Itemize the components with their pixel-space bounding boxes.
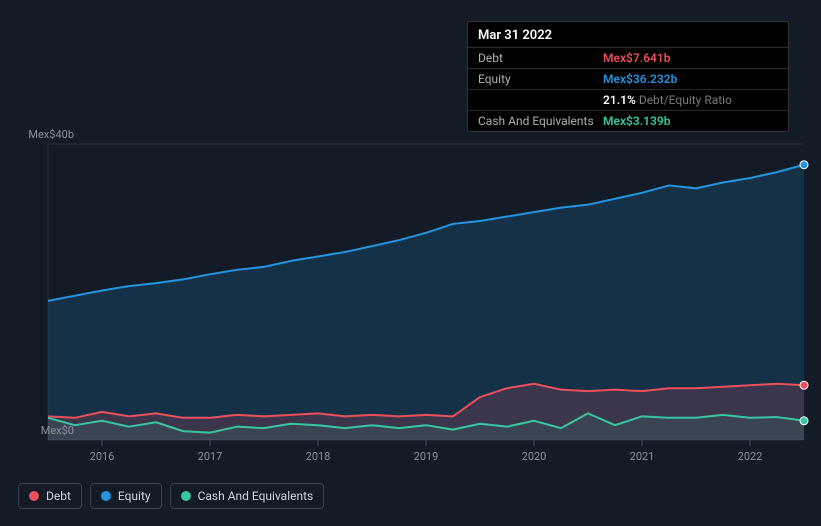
legend-item[interactable]: Debt (18, 483, 82, 509)
x-axis-tick-label: 2021 (630, 450, 655, 463)
tooltip-row: Cash And EquivalentsMex$3.139b (468, 110, 788, 131)
tooltip-row: EquityMex$36.232b (468, 68, 788, 89)
tooltip-row: DebtMex$7.641b (468, 47, 788, 68)
legend-dot-icon (29, 491, 39, 501)
x-axis-tick-label: 2019 (414, 450, 439, 463)
chart-tooltip: Mar 31 2022 DebtMex$7.641bEquityMex$36.2… (467, 21, 789, 132)
tooltip-row-label (478, 93, 603, 107)
legend-item[interactable]: Equity (90, 483, 162, 509)
legend-item[interactable]: Cash And Equivalents (170, 483, 325, 509)
tooltip-row-label: Equity (478, 72, 603, 86)
tooltip-row-value: Mex$3.139b (603, 114, 778, 128)
legend-label: Debt (46, 489, 71, 503)
debt-equity-chart[interactable] (48, 144, 804, 440)
tooltip-title: Mar 31 2022 (468, 22, 788, 47)
tooltip-row-label: Cash And Equivalents (478, 114, 603, 128)
y-axis-tick-label: Mex$40b (0, 128, 74, 141)
chart-legend: Debt Equity Cash And Equivalents (18, 483, 324, 509)
tooltip-row-value: Mex$7.641b (603, 51, 778, 65)
x-axis-tick-label: 2017 (198, 450, 223, 463)
x-axis-tick-label: 2018 (306, 450, 331, 463)
y-axis-tick-label: Mex$0 (0, 424, 74, 437)
tooltip-row-value: 21.1% Debt/Equity Ratio (603, 93, 778, 107)
tooltip-row: 21.1% Debt/Equity Ratio (468, 89, 788, 110)
x-axis-tick-label: 2022 (738, 450, 763, 463)
tooltip-row-label: Debt (478, 51, 603, 65)
legend-label: Cash And Equivalents (198, 489, 314, 503)
legend-label: Equity (118, 489, 151, 503)
x-axis-tick-label: 2020 (522, 450, 547, 463)
legend-dot-icon (101, 491, 111, 501)
tooltip-row-value: Mex$36.232b (603, 72, 778, 86)
x-axis-tick-label: 2016 (90, 450, 115, 463)
legend-dot-icon (181, 491, 191, 501)
